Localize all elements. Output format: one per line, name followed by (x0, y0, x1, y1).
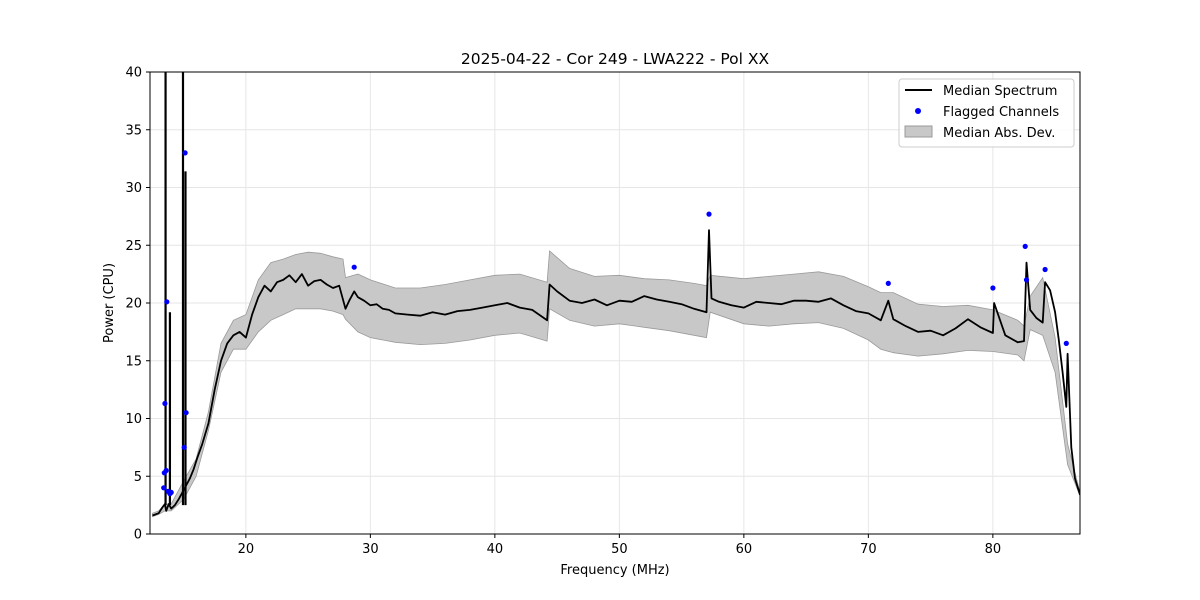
y-tick-label: 20 (125, 297, 142, 312)
legend-label-flagged: Flagged Channels (943, 105, 1059, 120)
chart-title: 2025-04-22 - Cor 249 - LWA222 - Pol XX (461, 50, 770, 68)
flagged-channel-point (163, 467, 169, 474)
flagged-channel-point (706, 211, 712, 217)
y-axis-label: Power (CPU) (102, 263, 117, 343)
y-tick-label: 30 (125, 181, 142, 196)
flagged-channel-point (1023, 277, 1030, 283)
flagged-channel-point (161, 485, 167, 491)
mad-band (152, 250, 1080, 518)
y-tick-label: 0 (134, 528, 142, 543)
flagged-channel-point (162, 400, 168, 407)
x-tick-label: 20 (238, 542, 255, 557)
flagged-channel-point (1022, 243, 1028, 249)
legend-box (898, 78, 1075, 148)
y-tick-label: 25 (125, 239, 142, 254)
flagged-channel-point (1063, 340, 1069, 346)
legend-label-median: Median Spectrum (943, 84, 1057, 99)
flagged-channel-point (182, 150, 188, 156)
y-tick-label: 15 (125, 354, 142, 369)
plot-data-layer (152, 72, 1080, 518)
flagged-channel-point (351, 264, 357, 270)
y-tick-label: 5 (134, 470, 142, 485)
flagged-channel-point (990, 285, 996, 291)
legend-label-mad: Median Abs. Dev. (943, 126, 1055, 141)
flagged-channel-point (164, 299, 170, 305)
x-tick-label: 80 (985, 542, 1002, 557)
x-tick-label: 70 (860, 542, 877, 557)
x-tick-label: 30 (362, 542, 379, 557)
y-tick-label: 35 (125, 123, 142, 138)
y-tick-label: 40 (125, 66, 142, 81)
x-tick-label: 60 (736, 542, 753, 557)
flagged-channel-point (885, 280, 891, 286)
x-tick-label: 40 (487, 542, 504, 557)
x-axis-label: Frequency (MHz) (560, 563, 669, 578)
median-spectrum-line (152, 229, 1080, 517)
legend: Median Spectrum Flagged Channels Median … (898, 78, 1075, 148)
flagged-channel-point (181, 444, 187, 450)
flagged-channel-point (168, 489, 174, 495)
y-tick-label: 10 (125, 412, 142, 427)
legend-dot-swatch (915, 108, 921, 114)
x-tick-label: 50 (611, 542, 628, 557)
y-axis-ticks: 0 5 10 15 20 25 30 35 40 (125, 66, 150, 543)
flagged-channel-point (1042, 266, 1048, 273)
x-axis-ticks: 20 30 40 50 60 70 80 (238, 534, 1002, 557)
legend-fill-swatch (904, 125, 933, 138)
flagged-channel-point (183, 410, 189, 416)
